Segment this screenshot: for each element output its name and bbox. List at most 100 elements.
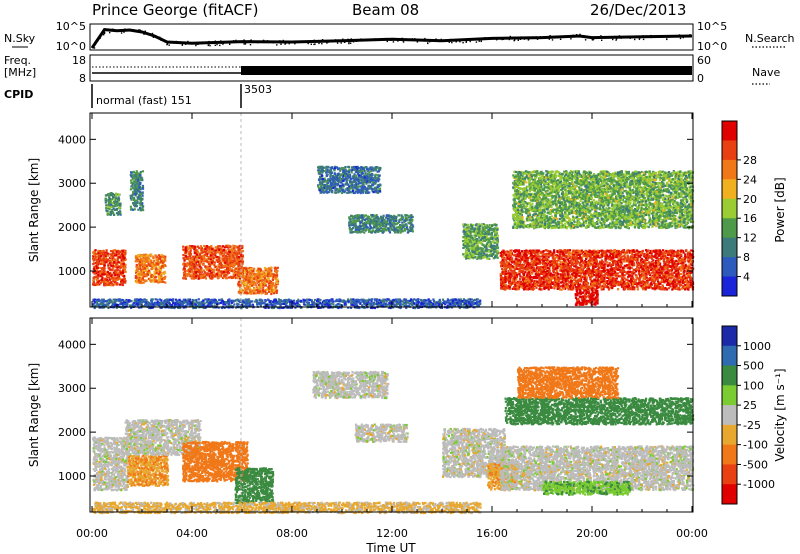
power-cell (114, 271, 116, 273)
power-cell (156, 259, 158, 261)
power-cell (182, 248, 184, 250)
nsky-point (650, 35, 651, 36)
nsky-point (215, 45, 216, 46)
power-cell (382, 225, 384, 227)
power-cell (96, 276, 98, 278)
nsky-point (595, 37, 596, 38)
power-cell (117, 264, 119, 266)
power-cell (140, 272, 142, 274)
nsky-point (624, 36, 625, 37)
power-cell (329, 180, 331, 182)
power-cell (188, 269, 190, 271)
nsky-point (348, 43, 349, 44)
nsky-point (549, 35, 550, 36)
nsky-point (424, 38, 425, 39)
power-cell (373, 191, 375, 193)
nsky-point (274, 41, 275, 42)
power-cell (204, 257, 206, 259)
power-cell (211, 248, 213, 250)
power-cell (491, 255, 493, 257)
nsky-point (257, 42, 258, 43)
power-cell (254, 276, 256, 278)
power-cell (272, 279, 274, 281)
power-cell (236, 253, 238, 255)
power-cell (160, 269, 162, 271)
power-cell (249, 286, 251, 288)
power-cell (149, 279, 151, 281)
power-cell (267, 277, 269, 279)
power-cell (242, 254, 244, 256)
power-cell (484, 233, 486, 235)
nsky-label: N.Sky (4, 32, 36, 45)
power-cell (345, 182, 347, 184)
power-cell (374, 215, 376, 217)
power-cell (199, 253, 201, 255)
power-cell (259, 291, 261, 293)
power-cell (210, 245, 212, 247)
date-title: 26/Dec/2013 (590, 1, 686, 19)
power-cell (108, 208, 110, 210)
power-cell (355, 169, 357, 171)
power-cell (153, 260, 155, 262)
nsky-point (635, 36, 636, 37)
power-cell (465, 224, 467, 226)
power-cell (99, 267, 101, 269)
power-cell (110, 259, 112, 261)
power-cell (355, 231, 357, 233)
nsky-point (294, 43, 295, 44)
power-cell (227, 269, 229, 271)
power-cell (264, 267, 266, 269)
power-cell (161, 273, 163, 275)
nsky-point (560, 39, 561, 40)
nsky-point (169, 45, 170, 46)
power-cell (124, 266, 126, 268)
power-cell (479, 254, 481, 256)
power-cell (376, 177, 378, 179)
power-cell (484, 240, 486, 242)
power-cell (243, 267, 245, 269)
power-cell (394, 216, 396, 218)
power-cell (347, 175, 349, 177)
power-cell (250, 268, 252, 270)
power-cell (216, 256, 218, 258)
nsky-point (435, 38, 436, 39)
nsky-point (683, 37, 684, 38)
nsky-point (243, 43, 244, 44)
nsky-point (484, 37, 485, 38)
power-cell (141, 259, 143, 261)
power-cell (134, 177, 136, 179)
power-cell (111, 283, 113, 285)
power-cell (408, 230, 410, 232)
power-cell (368, 181, 370, 183)
power-cell (248, 289, 250, 291)
power-cell (368, 175, 370, 177)
power-cell (132, 209, 134, 211)
power-cell (100, 282, 102, 284)
nsky-point (250, 39, 251, 40)
power-cell (375, 168, 377, 170)
power-cell (253, 292, 255, 294)
power-cell (101, 279, 103, 281)
cpid-label: CPID (4, 88, 33, 101)
power-cell (115, 197, 117, 199)
power-cell (97, 274, 99, 276)
power-cell (637, 288, 639, 290)
power-cell (200, 245, 202, 247)
power-cell (186, 275, 188, 277)
nsky-point (402, 40, 403, 41)
power-cell (213, 264, 215, 266)
power-cell (130, 171, 132, 173)
nsky-point (341, 42, 342, 43)
power-cell (247, 275, 249, 277)
power-cell (196, 256, 198, 258)
nsky-point (524, 38, 525, 39)
power-cell (98, 255, 100, 257)
power-cell (118, 196, 120, 198)
power-cell (331, 167, 333, 169)
power-cell (397, 214, 399, 216)
power-cell (487, 258, 489, 260)
power-cell (231, 265, 233, 267)
power-cell (155, 254, 157, 256)
power-cell (261, 271, 263, 273)
power-cell (465, 249, 467, 251)
